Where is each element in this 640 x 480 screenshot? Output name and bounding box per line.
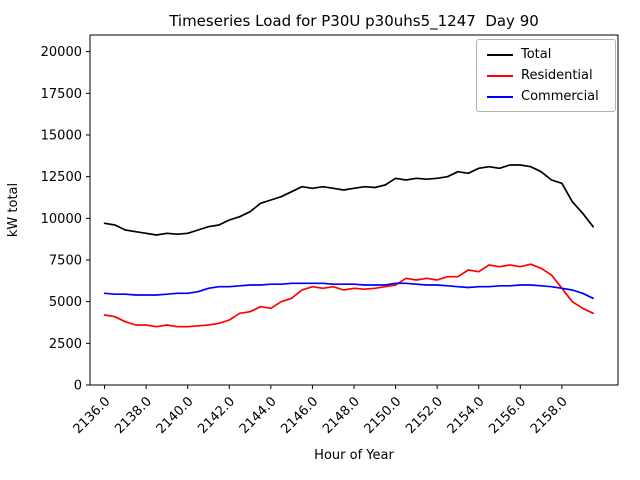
legend-line-residential [487,74,513,77]
x-tick-label: 2158.0 [528,394,571,437]
y-axis-label: kW total [6,182,21,238]
y-tick-label: 2500 [49,337,82,352]
x-tick-label: 2156.0 [486,394,529,437]
x-tick-label: 2144.0 [237,394,280,437]
x-tick-label: 2138.0 [112,394,155,437]
y-tick-label: 10000 [41,212,82,227]
legend-entry-total: Total [477,44,615,65]
x-tick-label: 2150.0 [362,394,405,437]
series-line-residential [103,263,594,328]
legend-entry-commercial: Commercial [477,86,615,107]
chart-title: Timeseries Load for P30U p30uhs5_1247 Da… [169,12,539,30]
legend-label-commercial: Commercial [521,89,599,104]
y-tick-label: 15000 [41,129,82,144]
x-tick-label: 2154.0 [445,394,488,437]
series-line-commercial [103,282,594,300]
y-tick-label: 17500 [41,87,82,102]
y-tick-label: 0 [74,379,82,394]
legend-line-total [487,53,513,56]
series-line-total [103,164,594,236]
x-tick-label: 2142.0 [195,394,238,437]
x-tick-label: 2136.0 [71,394,114,437]
y-tick-label: 12500 [41,170,82,185]
x-tick-label: 2140.0 [154,394,197,437]
legend-label-residential: Residential [521,68,593,83]
legend: Total Residential Commercial [476,39,616,112]
x-axis-label: Hour of Year [314,448,394,463]
y-tick-label: 20000 [41,45,82,60]
x-tick-label: 2146.0 [278,394,321,437]
legend-line-commercial [487,95,513,98]
x-tick-label: 2152.0 [403,394,446,437]
y-tick-label: 7500 [49,254,82,269]
y-tick-label: 5000 [49,295,82,310]
legend-label-total: Total [521,47,552,62]
legend-entry-residential: Residential [477,65,615,86]
x-tick-label: 2148.0 [320,394,363,437]
